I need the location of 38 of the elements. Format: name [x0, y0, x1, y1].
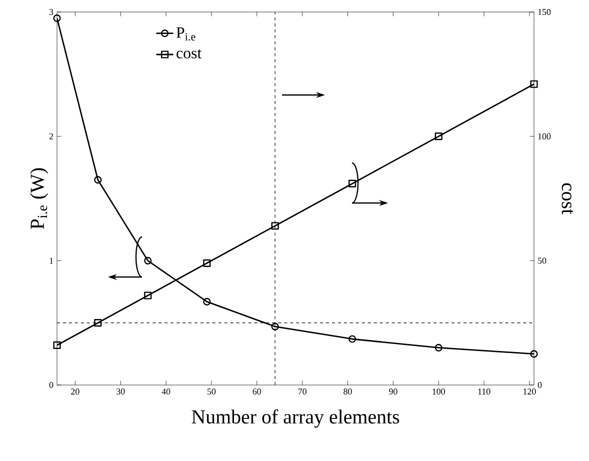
y-tick-label: 0: [49, 382, 54, 388]
y2-tick-label: 100: [538, 133, 551, 140]
point: [530, 80, 538, 88]
x-axis-title: Number of array elements: [192, 409, 400, 428]
x-tick-label: 40: [162, 388, 170, 395]
point: [271, 322, 279, 330]
x-tick-label: 90: [388, 388, 398, 395]
x-tick-label: 50: [207, 388, 216, 395]
y2-axis-title: cost: [562, 183, 574, 214]
x-tick-label: 120: [524, 388, 536, 395]
point: [203, 298, 211, 306]
point: [434, 132, 442, 140]
x-tick-label: 110: [478, 388, 490, 395]
point: [203, 259, 211, 267]
point: [348, 335, 356, 343]
point: [271, 222, 279, 230]
y2-tick-label: 50: [538, 258, 546, 264]
x-tick-label: 70: [298, 388, 306, 395]
y-tick-label: 3: [49, 8, 54, 16]
y2-tick-label: 150: [538, 8, 551, 16]
y2-tick-label: 0: [538, 382, 542, 388]
point: [144, 292, 152, 300]
point: [94, 319, 102, 327]
point: [94, 176, 102, 184]
x-tick-label: 30: [116, 388, 125, 395]
x-tick-label: 20: [71, 388, 80, 395]
legend-label: P$_{i.e}$: [176, 27, 196, 41]
y-tick-label: 2: [49, 133, 53, 140]
x-tick-label: 80: [344, 388, 352, 395]
y-axis-title: P$_{i.e}$ (W): [30, 168, 48, 230]
y-tick-label: 1: [50, 258, 53, 264]
x-tick-label: 100: [432, 388, 445, 395]
legend-label: cost: [176, 49, 202, 58]
point: [348, 180, 356, 188]
point: [434, 344, 442, 352]
point: [53, 341, 61, 349]
point: [144, 256, 152, 264]
x-tick-label: 60: [252, 388, 262, 395]
